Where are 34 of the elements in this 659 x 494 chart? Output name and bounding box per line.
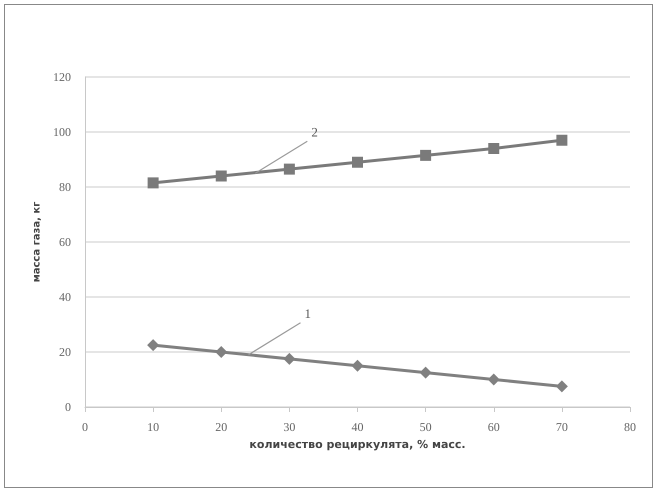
y-tick-label: 20 bbox=[59, 345, 71, 359]
point bbox=[215, 346, 228, 358]
annotation: 1 bbox=[304, 306, 311, 321]
y-tick-label: 60 bbox=[59, 235, 71, 249]
x-tick-label: 50 bbox=[420, 420, 432, 434]
x-tick-label: 70 bbox=[556, 420, 568, 434]
point bbox=[556, 134, 568, 146]
x-axis-title: количество рециркулята, % масс. bbox=[249, 438, 466, 451]
x-tick-label: 10 bbox=[147, 420, 160, 434]
point bbox=[420, 150, 432, 161]
point bbox=[216, 170, 227, 182]
y-tick-label: 80 bbox=[59, 180, 71, 194]
point bbox=[488, 374, 500, 386]
point bbox=[420, 366, 432, 379]
x-tick-label: 30 bbox=[283, 420, 296, 434]
x-tick-label: 80 bbox=[624, 420, 636, 434]
y-tick-label: 0 bbox=[65, 400, 71, 414]
point bbox=[283, 352, 296, 365]
y-tick-label: 40 bbox=[59, 290, 71, 304]
point bbox=[148, 177, 159, 188]
x-tick-label: 0 bbox=[82, 420, 88, 434]
x-tick-label: 60 bbox=[488, 420, 500, 434]
y-axis-title: масса газа, кг bbox=[32, 202, 43, 282]
y-tick-label: 100 bbox=[53, 125, 71, 139]
y-tick-label: 120 bbox=[53, 70, 71, 84]
point bbox=[147, 339, 160, 352]
point bbox=[352, 360, 364, 372]
x-tick-label: 20 bbox=[215, 420, 228, 434]
point bbox=[488, 143, 500, 154]
x-tick-label: 40 bbox=[352, 420, 364, 434]
point bbox=[352, 156, 363, 168]
point bbox=[284, 164, 295, 175]
annotation: 2 bbox=[311, 124, 318, 140]
point bbox=[556, 380, 568, 392]
